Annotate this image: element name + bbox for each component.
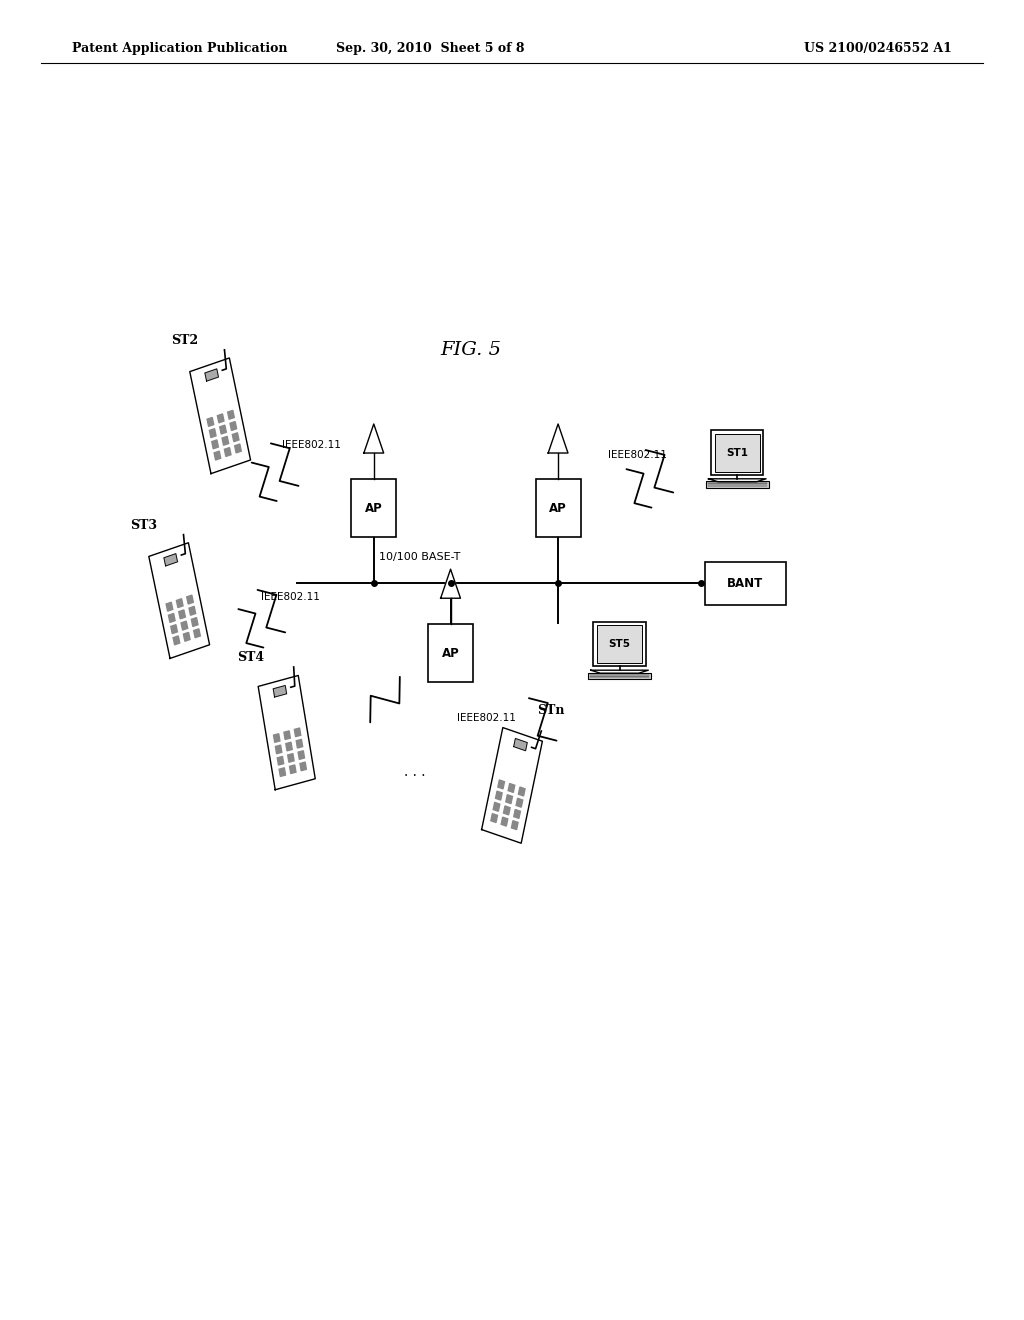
Text: AP: AP (365, 502, 383, 515)
Polygon shape (275, 744, 282, 754)
Polygon shape (481, 727, 543, 843)
Text: ST1: ST1 (726, 447, 749, 458)
Text: AP: AP (549, 502, 567, 515)
Text: IEEE802.11: IEEE802.11 (261, 591, 319, 602)
Polygon shape (173, 636, 180, 645)
Polygon shape (224, 447, 231, 457)
Bar (705, 561, 786, 605)
Polygon shape (591, 671, 648, 673)
Polygon shape (508, 784, 515, 792)
Text: ST4: ST4 (238, 651, 264, 664)
Polygon shape (518, 787, 525, 796)
Text: ST5: ST5 (608, 639, 631, 649)
Bar (594, 622, 646, 667)
Text: AP: AP (441, 647, 460, 660)
Text: Sep. 30, 2010  Sheet 5 of 8: Sep. 30, 2010 Sheet 5 of 8 (336, 42, 524, 55)
Bar (588, 673, 651, 678)
Polygon shape (298, 751, 304, 759)
Polygon shape (191, 618, 198, 627)
Text: 10/100 BASE-T: 10/100 BASE-T (379, 552, 461, 562)
Polygon shape (212, 440, 218, 449)
Polygon shape (494, 803, 500, 812)
Polygon shape (166, 602, 173, 611)
Polygon shape (709, 479, 766, 482)
Polygon shape (220, 425, 226, 434)
Polygon shape (286, 742, 292, 751)
Bar (536, 479, 581, 537)
Text: US 2100/0246552 A1: US 2100/0246552 A1 (805, 42, 952, 55)
Polygon shape (186, 595, 194, 605)
Bar (711, 430, 764, 475)
Polygon shape (164, 553, 177, 566)
Polygon shape (214, 451, 221, 461)
Polygon shape (278, 756, 284, 766)
Text: ST2: ST2 (171, 334, 198, 347)
Polygon shape (511, 821, 518, 830)
Text: BANT: BANT (727, 577, 764, 590)
Polygon shape (230, 421, 237, 430)
Polygon shape (273, 685, 287, 697)
Polygon shape (290, 766, 296, 774)
Polygon shape (364, 424, 384, 453)
Polygon shape (280, 768, 286, 776)
Polygon shape (288, 754, 294, 762)
Bar (351, 479, 396, 537)
Polygon shape (234, 444, 242, 453)
Polygon shape (210, 429, 216, 438)
Bar (706, 482, 769, 487)
Polygon shape (294, 729, 301, 737)
Polygon shape (440, 569, 461, 598)
Polygon shape (548, 424, 568, 453)
Polygon shape (501, 817, 508, 826)
Polygon shape (514, 738, 527, 751)
Polygon shape (258, 676, 315, 789)
Text: IEEE802.11: IEEE802.11 (608, 450, 667, 461)
Polygon shape (176, 599, 183, 607)
Polygon shape (232, 433, 239, 442)
Polygon shape (207, 417, 214, 426)
Bar (597, 624, 642, 663)
Polygon shape (514, 809, 520, 818)
Polygon shape (498, 780, 505, 789)
Polygon shape (148, 543, 210, 659)
Polygon shape (171, 624, 177, 634)
Polygon shape (284, 731, 291, 739)
Polygon shape (217, 414, 224, 422)
Polygon shape (189, 358, 251, 474)
Polygon shape (273, 734, 280, 742)
Polygon shape (183, 632, 190, 642)
Text: ST3: ST3 (130, 519, 157, 532)
Polygon shape (205, 368, 218, 381)
Polygon shape (516, 799, 522, 808)
Text: . . .: . . . (404, 766, 425, 779)
Bar (428, 624, 473, 682)
Polygon shape (222, 437, 228, 445)
Polygon shape (189, 606, 196, 615)
Text: STn: STn (538, 704, 564, 717)
Text: IEEE802.11: IEEE802.11 (282, 440, 340, 450)
Polygon shape (490, 813, 498, 822)
Polygon shape (227, 411, 234, 420)
Bar (715, 433, 760, 471)
Polygon shape (179, 610, 185, 619)
Text: FIG. 5: FIG. 5 (440, 341, 502, 359)
Text: IEEE802.11: IEEE802.11 (457, 713, 515, 723)
Polygon shape (300, 762, 306, 771)
Polygon shape (169, 614, 175, 623)
Polygon shape (506, 795, 512, 804)
Polygon shape (504, 807, 510, 814)
Polygon shape (194, 628, 201, 638)
Polygon shape (496, 791, 502, 800)
Polygon shape (296, 739, 303, 748)
Text: Patent Application Publication: Patent Application Publication (72, 42, 287, 55)
Polygon shape (181, 622, 187, 630)
